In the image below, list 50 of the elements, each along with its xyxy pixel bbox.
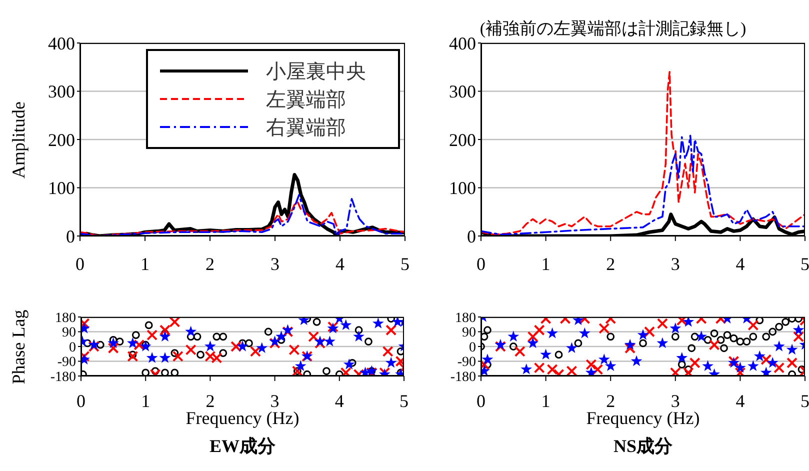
x-tick-label: 4 <box>736 390 745 411</box>
x-tick-label: 1 <box>541 390 550 411</box>
y-tick-label: -180 <box>450 370 476 385</box>
x-tick-label: 5 <box>800 390 809 411</box>
y-tick-label: 300 <box>48 82 75 102</box>
x-tick-label: 1 <box>541 254 550 274</box>
x-tick-label: 5 <box>800 254 809 274</box>
y-tick-label: 400 <box>48 33 75 54</box>
y-axis-title: Amplitude <box>8 101 30 178</box>
y-tick-label: 0 <box>69 340 76 356</box>
x-tick-label: 2 <box>606 390 616 411</box>
legend-label: 左翼端部 <box>266 86 346 112</box>
x-tick-label: 3 <box>670 390 680 411</box>
x-tick-label: 2 <box>206 390 215 411</box>
y-tick-label: 180 <box>55 310 76 326</box>
y-tick-label: 90 <box>62 326 76 341</box>
x-axis-title: Frequency (Hz) <box>586 408 700 429</box>
y-tick-label: 300 <box>449 82 476 102</box>
legend-label: 右翼端部 <box>266 114 346 140</box>
x-tick-label: 5 <box>400 390 408 411</box>
y-tick-label: 100 <box>449 178 476 198</box>
x-tick-label: 2 <box>206 254 214 274</box>
y-tick-label: -90 <box>457 355 476 370</box>
y-axis-title: Phase Lag <box>8 309 30 384</box>
text: (補強前の左翼端部は計測記録無し) <box>480 18 746 40</box>
y-tick-label: 180 <box>455 310 476 326</box>
x-tick-label: 3 <box>270 254 280 274</box>
x-tick-label: 4 <box>334 390 344 411</box>
y-tick-label: 100 <box>48 178 75 198</box>
y-tick-label: -90 <box>57 355 76 370</box>
text: NS成分 <box>613 435 673 458</box>
y-tick-label: 200 <box>449 130 476 150</box>
y-tick-label: 0 <box>467 226 476 246</box>
text: EW成分 <box>209 435 276 458</box>
x-tick-label: 3 <box>670 254 680 274</box>
x-tick-label: 1 <box>141 390 150 411</box>
x-tick-label: 2 <box>606 254 616 274</box>
y-tick-label: 400 <box>449 33 476 54</box>
y-tick-label: 200 <box>48 130 75 150</box>
x-tick-label: 4 <box>736 254 745 274</box>
legend-label: 小屋裏中央 <box>266 58 366 84</box>
x-tick-label: 3 <box>270 390 280 411</box>
y-tick-label: 0 <box>66 226 75 246</box>
x-axis-title: Frequency (Hz) <box>186 408 300 429</box>
y-tick-label: 0 <box>469 340 476 356</box>
y-tick-label: -180 <box>50 370 76 385</box>
x-tick-label: 4 <box>336 254 344 274</box>
y-tick-label: 90 <box>462 326 476 341</box>
x-tick-label: 5 <box>400 254 410 274</box>
x-tick-label: 1 <box>140 254 150 274</box>
